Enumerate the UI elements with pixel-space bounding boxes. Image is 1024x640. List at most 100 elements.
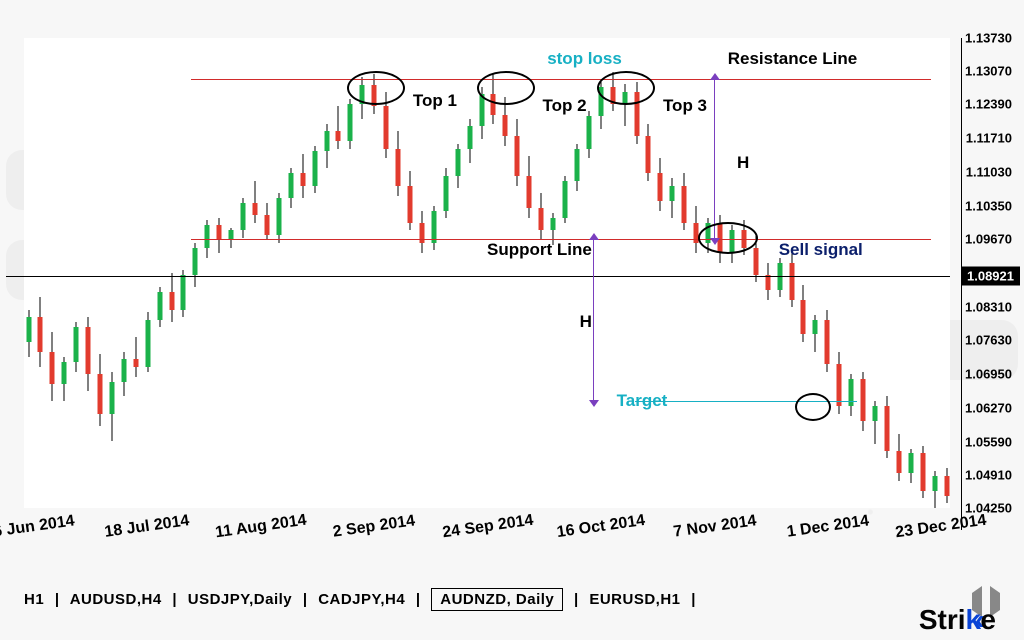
label-H-lower: H	[580, 312, 592, 332]
symbol-tab-bar[interactable]: H1 | AUDUSD,H4 | USDJPY,Daily | CADJPY,H…	[24, 591, 1000, 608]
x-date: 2 Sep 2014	[332, 512, 416, 541]
y-tick: 1.13070	[965, 63, 1012, 78]
candle	[335, 38, 342, 508]
current-price-line	[6, 276, 950, 277]
candle	[228, 38, 235, 508]
candle	[883, 38, 890, 508]
candle	[848, 38, 855, 508]
y-tick: 1.08310	[965, 299, 1012, 314]
candle	[347, 38, 354, 508]
candle	[609, 38, 616, 508]
candle	[144, 38, 151, 508]
y-current-price: 1.08921	[961, 267, 1020, 286]
candle	[299, 38, 306, 508]
y-tick: 1.11030	[966, 164, 1012, 179]
ellipse-sell-signal	[698, 222, 758, 254]
symbol-tab[interactable]: CADJPY,H4	[318, 591, 405, 608]
candle	[85, 38, 92, 508]
y-tick: 1.11710	[966, 131, 1012, 146]
candle	[836, 38, 843, 508]
candle	[108, 38, 115, 508]
y-tick: 1.09670	[965, 232, 1012, 247]
symbol-tab[interactable]: EURUSD,H1	[589, 591, 680, 608]
candle	[371, 38, 378, 508]
candle	[597, 38, 604, 508]
x-date: 18 Jul 2014	[104, 512, 191, 542]
x-date: 11 Aug 2014	[214, 512, 308, 543]
candle	[359, 38, 366, 508]
candle	[740, 38, 747, 508]
x-date: 7 Nov 2014	[672, 512, 757, 541]
x-date: 23 Dec 2014	[895, 512, 988, 543]
candle	[287, 38, 294, 508]
candle	[156, 38, 163, 508]
x-date: 24 Sep 2014	[441, 512, 534, 543]
symbol-tab[interactable]: USDJPY,Daily	[188, 591, 292, 608]
x-date: 6 Jun 2014	[0, 512, 76, 541]
label-stop-loss: stop loss	[547, 49, 622, 69]
y-tick: 1.07630	[965, 333, 1012, 348]
candlestick-chart	[24, 38, 950, 508]
candle	[776, 38, 783, 508]
candle	[216, 38, 223, 508]
candle	[800, 38, 807, 508]
candle	[764, 38, 771, 508]
candle	[514, 38, 521, 508]
candle	[752, 38, 759, 508]
candle	[466, 38, 473, 508]
candle	[73, 38, 80, 508]
candle	[895, 38, 902, 508]
label-H-upper: H	[737, 153, 749, 173]
ellipse-top-3	[597, 71, 655, 105]
y-tick: 1.06950	[965, 367, 1012, 382]
candle	[275, 38, 282, 508]
candle	[478, 38, 485, 508]
candle	[824, 38, 831, 508]
candle	[907, 38, 914, 508]
symbol-tab[interactable]: AUDUSD,H4	[70, 591, 162, 608]
label-top-2: Top 2	[543, 96, 587, 116]
label-sell-signal: Sell signal	[779, 240, 863, 260]
candle	[252, 38, 259, 508]
y-tick: 1.05590	[965, 434, 1012, 449]
candle	[49, 38, 56, 508]
candle	[931, 38, 938, 508]
candle	[633, 38, 640, 508]
candle	[37, 38, 44, 508]
label-target: Target	[617, 391, 668, 411]
candle	[812, 38, 819, 508]
candle	[192, 38, 199, 508]
y-tick: 1.13730	[965, 31, 1012, 46]
x-date: 16 Oct 2014	[556, 512, 647, 542]
candle	[240, 38, 247, 508]
candle	[645, 38, 652, 508]
candle	[621, 38, 628, 508]
candle	[871, 38, 878, 508]
candle	[25, 38, 32, 508]
candle	[204, 38, 211, 508]
candle	[168, 38, 175, 508]
label-top-1: Top 1	[413, 91, 457, 111]
candle	[728, 38, 735, 508]
candle	[860, 38, 867, 508]
candle	[490, 38, 497, 508]
candle	[502, 38, 509, 508]
y-tick: 1.04910	[965, 468, 1012, 483]
candle	[716, 38, 723, 508]
candle	[526, 38, 533, 508]
symbol-tab[interactable]: AUDNZD, Daily	[431, 588, 563, 611]
x-date: 1 Dec 2014	[786, 512, 870, 541]
label-support: Support Line	[487, 240, 592, 260]
candle	[323, 38, 330, 508]
ellipse-top-2	[477, 71, 535, 105]
symbol-tab[interactable]: H1	[24, 591, 44, 608]
resistance-line	[191, 79, 932, 80]
measure-arrow-upper	[714, 79, 715, 239]
y-tick: 1.10350	[965, 198, 1012, 213]
candle	[263, 38, 270, 508]
measure-arrow-lower	[593, 239, 594, 401]
candle	[395, 38, 402, 508]
candle	[120, 38, 127, 508]
ellipse-top-1	[347, 71, 405, 105]
candle	[919, 38, 926, 508]
